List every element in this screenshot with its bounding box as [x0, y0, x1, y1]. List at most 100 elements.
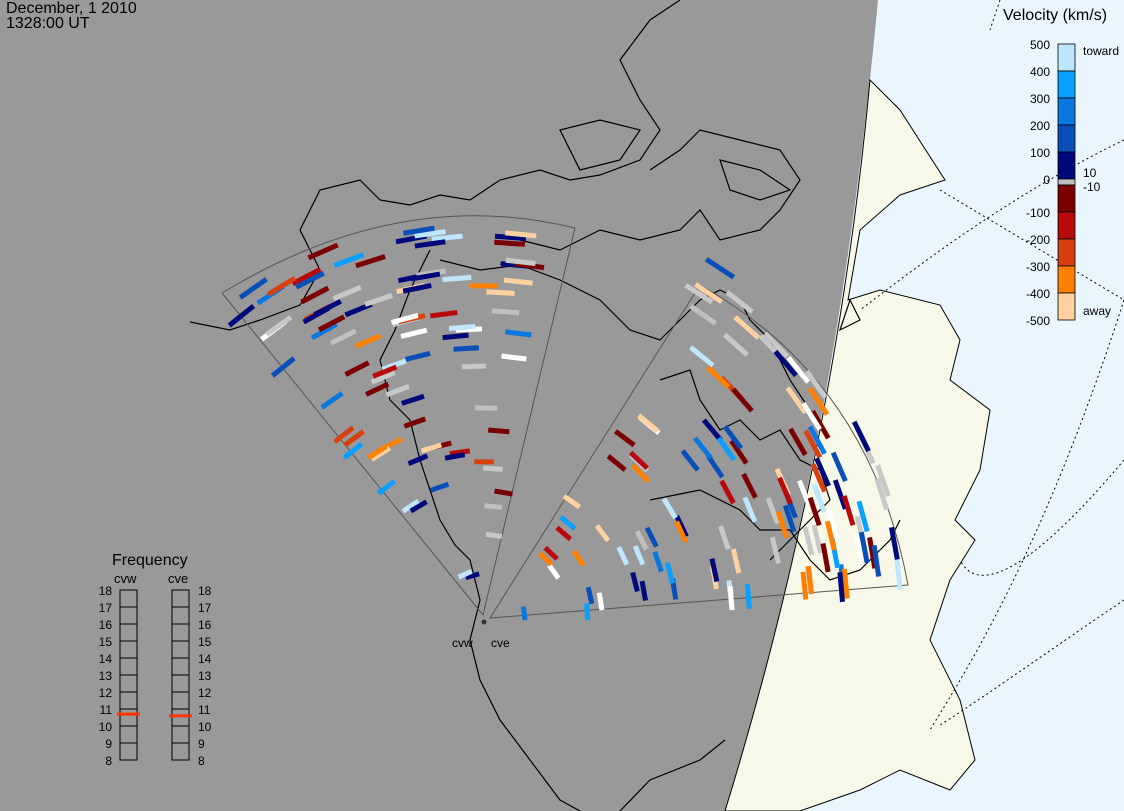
frequency-tick-left: 10	[99, 720, 113, 734]
velocity-cell	[606, 454, 627, 472]
velocity-cell	[763, 331, 789, 359]
colorbar-tick: -400	[1026, 287, 1050, 301]
velocity-cell	[442, 274, 472, 283]
velocity-cell	[777, 476, 793, 505]
velocity-cell	[505, 230, 537, 239]
velocity-cell	[503, 277, 533, 286]
velocity-cell	[370, 445, 392, 462]
velocity-cell	[504, 329, 532, 338]
colorbar-segment	[1057, 43, 1076, 72]
velocity-cell	[555, 525, 572, 542]
velocity-cell	[706, 365, 731, 389]
frequency-tick-right: 15	[198, 635, 212, 649]
velocity-cell	[704, 257, 736, 280]
velocity-cell	[317, 314, 346, 333]
velocity-cell	[366, 444, 388, 461]
velocity-cell	[444, 452, 466, 461]
velocity-cell	[853, 533, 865, 565]
velocity-cell	[431, 233, 463, 242]
frequency-panel: Frequency cvw cve 18 18 17 17 16 16 15 15 14 14 13…	[99, 552, 212, 768]
velocity-cell	[547, 563, 561, 580]
velocity-cell	[741, 472, 758, 499]
velocity-cell	[457, 569, 473, 580]
velocity-cell	[401, 498, 420, 514]
velocity-cell	[775, 510, 789, 539]
velocity-cell	[442, 332, 469, 341]
frequency-tick-right: 8	[198, 754, 205, 768]
velocity-cell	[716, 436, 737, 462]
velocity-cell	[875, 464, 891, 498]
velocity-cell	[343, 429, 365, 447]
velocity-cell	[730, 548, 742, 574]
velocity-cell	[773, 349, 798, 378]
frequency-tick-left: 16	[99, 618, 113, 632]
velocity-cell	[562, 494, 582, 510]
colorbar-tick: -300	[1026, 260, 1050, 274]
velocity-cell	[694, 282, 723, 304]
velocity-cell	[520, 606, 528, 621]
velocity-cell	[807, 425, 827, 455]
velocity-cell	[543, 545, 559, 561]
velocity-cell	[329, 328, 357, 346]
velocity-cell	[474, 405, 498, 411]
velocity-cell	[342, 441, 364, 460]
velocity-cell	[804, 369, 828, 399]
velocity-cell	[669, 578, 679, 600]
velocity-cell	[782, 504, 797, 533]
frequency-tick-right: 13	[198, 669, 212, 683]
velocity-cell	[689, 345, 715, 368]
velocity-cell	[410, 271, 441, 282]
frequency-tick-right: 9	[198, 737, 205, 751]
inner-label-pos: 10	[1083, 166, 1097, 180]
velocity-cell	[807, 496, 822, 527]
velocity-cell	[407, 453, 429, 466]
frequency-tick-left: 17	[99, 601, 113, 615]
velocity-cell	[841, 568, 850, 599]
velocity-cell	[320, 391, 344, 410]
velocity-cell	[402, 283, 432, 294]
colorbar-tick: -500	[1026, 314, 1050, 328]
velocity-cell	[684, 283, 714, 305]
colorbar-segment	[1057, 184, 1076, 213]
velocity-cell	[484, 503, 503, 510]
frequency-tick-left: 13	[99, 669, 113, 683]
velocity-cell	[400, 327, 428, 339]
date-label: December, 1 2010	[6, 0, 137, 17]
velocity-cell	[744, 583, 752, 610]
colorbar-segment	[1057, 70, 1076, 99]
colorbar-segment	[1057, 265, 1076, 294]
velocity-cell	[874, 477, 890, 511]
colorbar-segment	[1057, 178, 1076, 186]
velocity-cell	[616, 545, 630, 566]
velocity-cell	[585, 586, 595, 605]
velocity-cell	[559, 515, 577, 531]
velocity-cell	[637, 413, 660, 433]
velocity-cell	[664, 561, 675, 584]
velocity-cell	[858, 531, 870, 564]
velocity-cell	[594, 523, 611, 543]
velocity-cell	[888, 526, 900, 560]
velocity-cell	[807, 386, 830, 416]
velocity-cell	[788, 427, 808, 456]
frequency-tick-left: 9	[105, 737, 112, 751]
velocity-cell	[871, 544, 882, 577]
velocity-cell	[370, 370, 396, 385]
colorbar-segment	[1057, 97, 1076, 126]
velocity-cell	[270, 356, 296, 378]
velocity-cell	[639, 580, 648, 601]
velocity-cell	[644, 526, 659, 548]
velocity-cell	[631, 463, 651, 484]
colorbar-tick: 500	[1030, 38, 1050, 52]
colorbar-tick: 300	[1030, 92, 1050, 106]
velocity-cell	[448, 324, 476, 331]
velocity-cell	[310, 322, 338, 341]
frequency-tick-right: 12	[198, 686, 212, 700]
inner-label-neg: -10	[1083, 180, 1101, 194]
velocity-cell	[810, 409, 831, 440]
velocity-cell	[501, 353, 527, 362]
frequency-tick-right: 16	[198, 618, 212, 632]
velocity-cell	[723, 332, 749, 357]
velocity-cell	[722, 425, 744, 450]
velocity-cell	[227, 303, 256, 328]
